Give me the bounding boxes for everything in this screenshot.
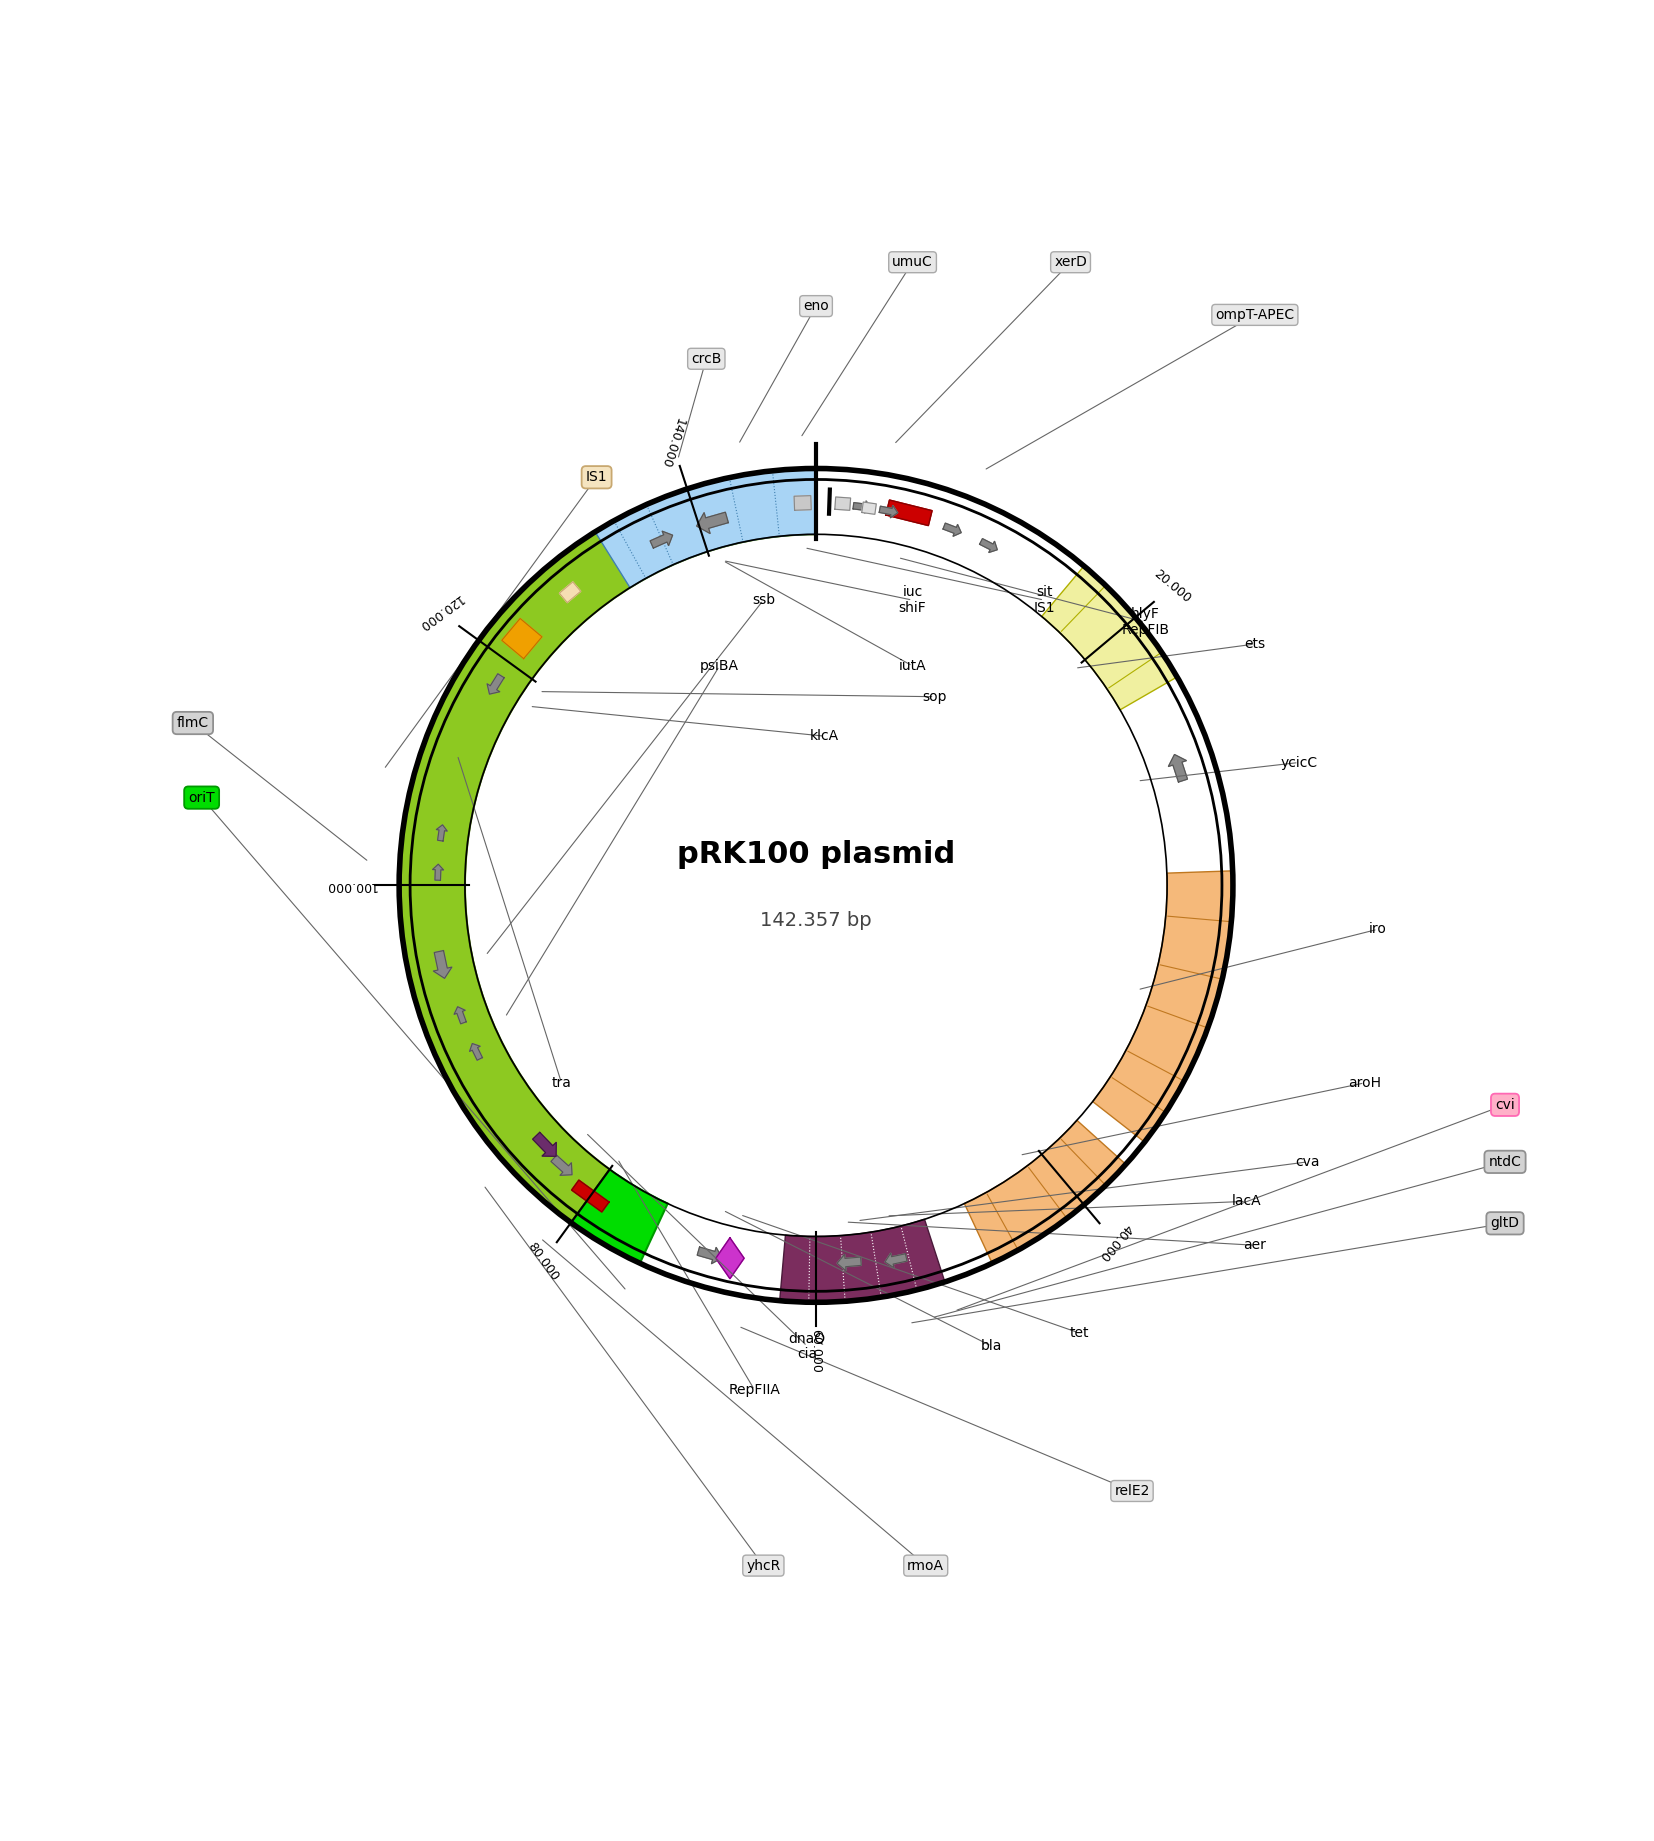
Text: hlyF
RepFIB: hlyF RepFIB <box>1121 608 1169 637</box>
Polygon shape <box>696 512 728 534</box>
Text: aer: aer <box>1244 1239 1267 1252</box>
Text: tra: tra <box>551 1075 571 1090</box>
Text: aroH: aroH <box>1348 1075 1381 1090</box>
Text: xerD: xerD <box>1054 256 1087 269</box>
Wedge shape <box>571 1169 668 1263</box>
Polygon shape <box>650 532 673 549</box>
Text: cva: cva <box>1295 1154 1320 1169</box>
Polygon shape <box>455 1007 466 1024</box>
Text: 100.000: 100.000 <box>324 878 377 891</box>
Polygon shape <box>943 523 961 536</box>
Polygon shape <box>533 1132 556 1156</box>
Text: bla: bla <box>981 1338 1002 1353</box>
Text: 142.357 bp: 142.357 bp <box>761 911 872 930</box>
Polygon shape <box>559 582 581 602</box>
Text: ntdC: ntdC <box>1489 1154 1522 1169</box>
Polygon shape <box>837 1254 862 1270</box>
Wedge shape <box>964 1121 1126 1263</box>
Polygon shape <box>437 825 447 841</box>
Text: sop: sop <box>923 690 946 703</box>
Polygon shape <box>1168 755 1188 782</box>
Text: iutA: iutA <box>898 659 926 674</box>
Text: crcB: crcB <box>691 352 721 366</box>
Polygon shape <box>716 1237 744 1279</box>
Text: umuC: umuC <box>892 256 933 269</box>
Polygon shape <box>835 497 850 510</box>
Polygon shape <box>853 501 872 514</box>
Polygon shape <box>862 503 877 514</box>
Text: relE2: relE2 <box>1115 1484 1150 1499</box>
Text: ycicC: ycicC <box>1280 755 1317 770</box>
Wedge shape <box>1042 565 1178 711</box>
Text: psiBA: psiBA <box>700 659 739 674</box>
Wedge shape <box>595 468 815 587</box>
Text: rmoA: rmoA <box>908 1559 944 1572</box>
Text: gltD: gltD <box>1490 1217 1520 1230</box>
Text: pRK100 plasmid: pRK100 plasmid <box>676 839 954 869</box>
Polygon shape <box>470 1044 483 1060</box>
Polygon shape <box>880 506 898 517</box>
Polygon shape <box>794 495 810 510</box>
Text: klcA: klcA <box>810 729 839 744</box>
Circle shape <box>377 447 1255 1324</box>
Text: iro: iro <box>1370 922 1386 937</box>
Text: lacA: lacA <box>1231 1195 1260 1208</box>
Polygon shape <box>551 1154 572 1175</box>
Text: cvi: cvi <box>1495 1097 1515 1112</box>
Text: tet: tet <box>1070 1326 1088 1340</box>
Polygon shape <box>433 863 443 880</box>
Text: 40.000: 40.000 <box>1097 1221 1135 1263</box>
Text: dnaQ
cia: dnaQ cia <box>789 1331 825 1360</box>
Wedge shape <box>779 1219 944 1302</box>
Text: IS1: IS1 <box>586 469 607 484</box>
Polygon shape <box>433 950 452 978</box>
Text: flmC: flmC <box>177 716 208 731</box>
Polygon shape <box>979 539 997 552</box>
Wedge shape <box>1093 871 1232 1141</box>
Text: 120.000: 120.000 <box>415 591 465 633</box>
Text: 80.000: 80.000 <box>524 1241 561 1283</box>
Polygon shape <box>501 619 543 659</box>
Polygon shape <box>887 501 933 525</box>
Text: ets: ets <box>1244 637 1265 652</box>
Text: 60.000: 60.000 <box>809 1329 822 1373</box>
Polygon shape <box>572 1180 609 1211</box>
Text: oriT: oriT <box>189 790 215 805</box>
Wedge shape <box>399 468 815 1222</box>
Text: 20.000: 20.000 <box>1151 567 1193 606</box>
Text: ssb: ssb <box>753 593 776 608</box>
Text: eno: eno <box>804 298 829 313</box>
Polygon shape <box>885 1254 906 1268</box>
Text: iuc
shiF: iuc shiF <box>898 585 926 615</box>
Text: RepFIIA: RepFIIA <box>729 1383 781 1397</box>
Text: ompT-APEC: ompT-APEC <box>1216 307 1295 322</box>
Text: yhcR: yhcR <box>746 1559 781 1572</box>
Text: sit
IS1: sit IS1 <box>1034 585 1055 615</box>
Text: 140.000: 140.000 <box>658 416 686 469</box>
Polygon shape <box>486 674 504 694</box>
Polygon shape <box>698 1246 723 1263</box>
